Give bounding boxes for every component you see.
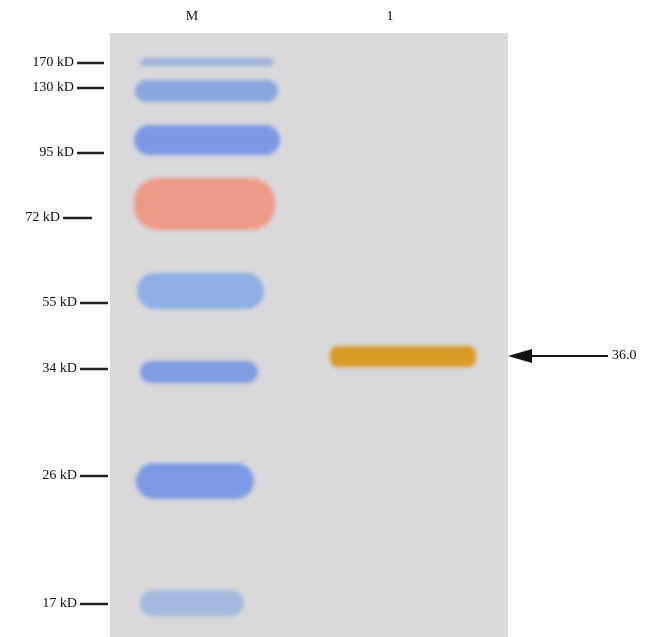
lane-label: 1: [387, 9, 394, 24]
band: [136, 463, 254, 499]
band: [140, 58, 274, 66]
band: [134, 125, 280, 155]
marker-label: 17 kD: [42, 596, 77, 611]
marker-label: 170 kD: [32, 55, 74, 70]
band: [134, 178, 275, 230]
arrow-head: [508, 349, 532, 363]
marker-ticks: [63, 63, 108, 604]
marker-label: 72 kD: [25, 210, 60, 225]
marker-label: 130 kD: [32, 80, 74, 95]
marker-label: 26 kD: [42, 468, 77, 483]
band: [135, 80, 278, 102]
band: [140, 590, 244, 616]
marker-label: 55 kD: [42, 295, 77, 310]
marker-label: 34 kD: [42, 361, 77, 376]
gel: [110, 33, 508, 637]
band: [140, 361, 258, 383]
lane-label: M: [186, 9, 199, 24]
sample-band: [330, 346, 476, 367]
band: [137, 273, 264, 309]
band-annotation: 36.0: [612, 348, 637, 363]
marker-label: 95 kD: [39, 145, 74, 160]
gel-figure: M 1 170 kD 130 kD 95 kD 72 kD 55 kD 34 k…: [0, 0, 646, 637]
